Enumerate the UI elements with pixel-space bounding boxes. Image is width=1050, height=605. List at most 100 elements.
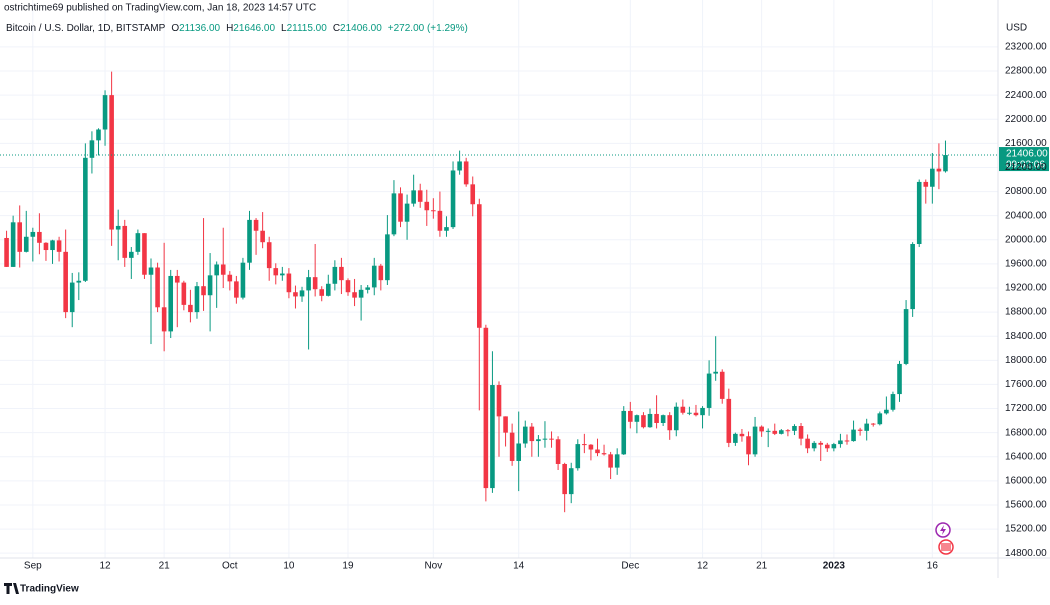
candle-body: [470, 184, 476, 205]
y-tick-label: 22000.00: [1005, 114, 1047, 125]
candle-body: [266, 242, 272, 269]
candle-body: [490, 385, 495, 489]
candle-body: [700, 407, 705, 416]
logo-mark: [4, 583, 19, 594]
candle-body: [325, 283, 331, 296]
candle-body: [168, 275, 174, 332]
candle-body: [772, 430, 778, 434]
grid: [0, 0, 998, 558]
candle-body: [634, 415, 640, 422]
candle-body: [477, 204, 482, 328]
candle-body: [680, 406, 686, 413]
high-value: 21646.00: [233, 23, 275, 34]
candle-body: [424, 201, 430, 211]
candle-body: [923, 181, 929, 187]
y-tick-label: 22400.00: [1005, 90, 1047, 101]
candle-body: [240, 262, 246, 298]
candle-body: [437, 210, 443, 231]
candle-body: [135, 233, 141, 252]
candle-body: [522, 426, 528, 444]
candle-body: [201, 286, 206, 296]
candle-body: [601, 453, 607, 455]
candle-body: [641, 415, 646, 428]
y-tick-label: 21200.00: [1005, 162, 1047, 173]
footer-logo: TradingView: [4, 583, 79, 595]
candle-body: [746, 436, 751, 455]
candle-body: [805, 438, 810, 449]
x-tick-label: Oct: [222, 561, 238, 572]
x-tick-label: 19: [342, 561, 354, 572]
candle-body: [542, 438, 548, 440]
x-tick-label: 21: [756, 561, 768, 572]
candle-body: [96, 129, 101, 141]
y-tick-label: 19200.00: [1005, 283, 1047, 294]
candles: [4, 71, 948, 513]
candle-body: [870, 423, 876, 425]
x-tick-label: 12: [697, 561, 709, 572]
candle-body: [838, 440, 843, 445]
candle-body: [588, 444, 594, 450]
close-label: C: [333, 23, 340, 34]
candle-body: [824, 444, 830, 449]
candle-body: [851, 429, 856, 442]
symbol-legend: Bitcoin / U.S. Dollar, 1D, BITSTAMP O2113…: [6, 23, 468, 34]
candle-body: [647, 413, 653, 428]
x-tick-label: Dec: [621, 561, 639, 572]
candle-body: [483, 327, 489, 489]
candle-body: [818, 442, 824, 445]
candle-body: [129, 251, 134, 258]
candle-body: [463, 161, 469, 185]
candle-body: [673, 406, 679, 431]
x-tick-label: 21: [159, 561, 171, 572]
candle-body: [63, 251, 68, 313]
x-tick-label: 12: [99, 561, 111, 572]
candle-body: [582, 444, 587, 446]
candle-body: [444, 227, 449, 231]
candle-body: [306, 277, 311, 291]
candle-body: [280, 273, 285, 276]
candle-body: [398, 193, 403, 222]
candle-body: [220, 264, 226, 275]
candle-body: [792, 426, 797, 431]
candle-body: [299, 290, 305, 297]
candle-body: [910, 244, 915, 310]
y-tick-label: 20000.00: [1005, 234, 1047, 245]
candle-body: [207, 275, 213, 296]
candle-body: [293, 292, 298, 297]
candle-body: [404, 203, 410, 222]
candle-body: [916, 181, 922, 245]
candle-body: [877, 413, 883, 425]
candle-body: [148, 267, 154, 275]
candle-body: [76, 280, 82, 283]
candle-body: [109, 95, 114, 230]
candle-body: [30, 231, 36, 237]
candle-body: [897, 363, 902, 395]
candle-body: [319, 289, 325, 296]
candle-body: [529, 426, 535, 442]
candle-body: [286, 273, 292, 293]
y-tick-label: 18000.00: [1005, 355, 1047, 366]
y-tick-label: 14800.00: [1005, 548, 1047, 559]
candle-body: [89, 140, 95, 158]
published-line: ostrichtime69 published on TradingView.c…: [4, 3, 316, 14]
x-tick-label: 16: [927, 561, 939, 572]
candle-body: [857, 429, 863, 431]
x-tick-label: 10: [283, 561, 295, 572]
candle-body: [56, 240, 62, 252]
candle-body: [17, 222, 22, 252]
candle-body: [785, 430, 791, 432]
candle-body: [752, 426, 758, 455]
y-tick-label: 15600.00: [1005, 500, 1047, 511]
candle-body: [779, 430, 784, 434]
open-value: 21136.00: [179, 23, 220, 34]
candle-body: [595, 449, 600, 454]
axis-unit: USD: [1006, 23, 1027, 34]
candle-body: [614, 454, 620, 468]
candle-body: [608, 454, 613, 468]
candle-body: [568, 468, 574, 495]
candle-body: [371, 265, 377, 288]
candle-body: [43, 242, 49, 251]
y-tick-label: 18400.00: [1005, 331, 1047, 342]
candle-body: [457, 161, 462, 171]
candle-body: [115, 225, 121, 230]
